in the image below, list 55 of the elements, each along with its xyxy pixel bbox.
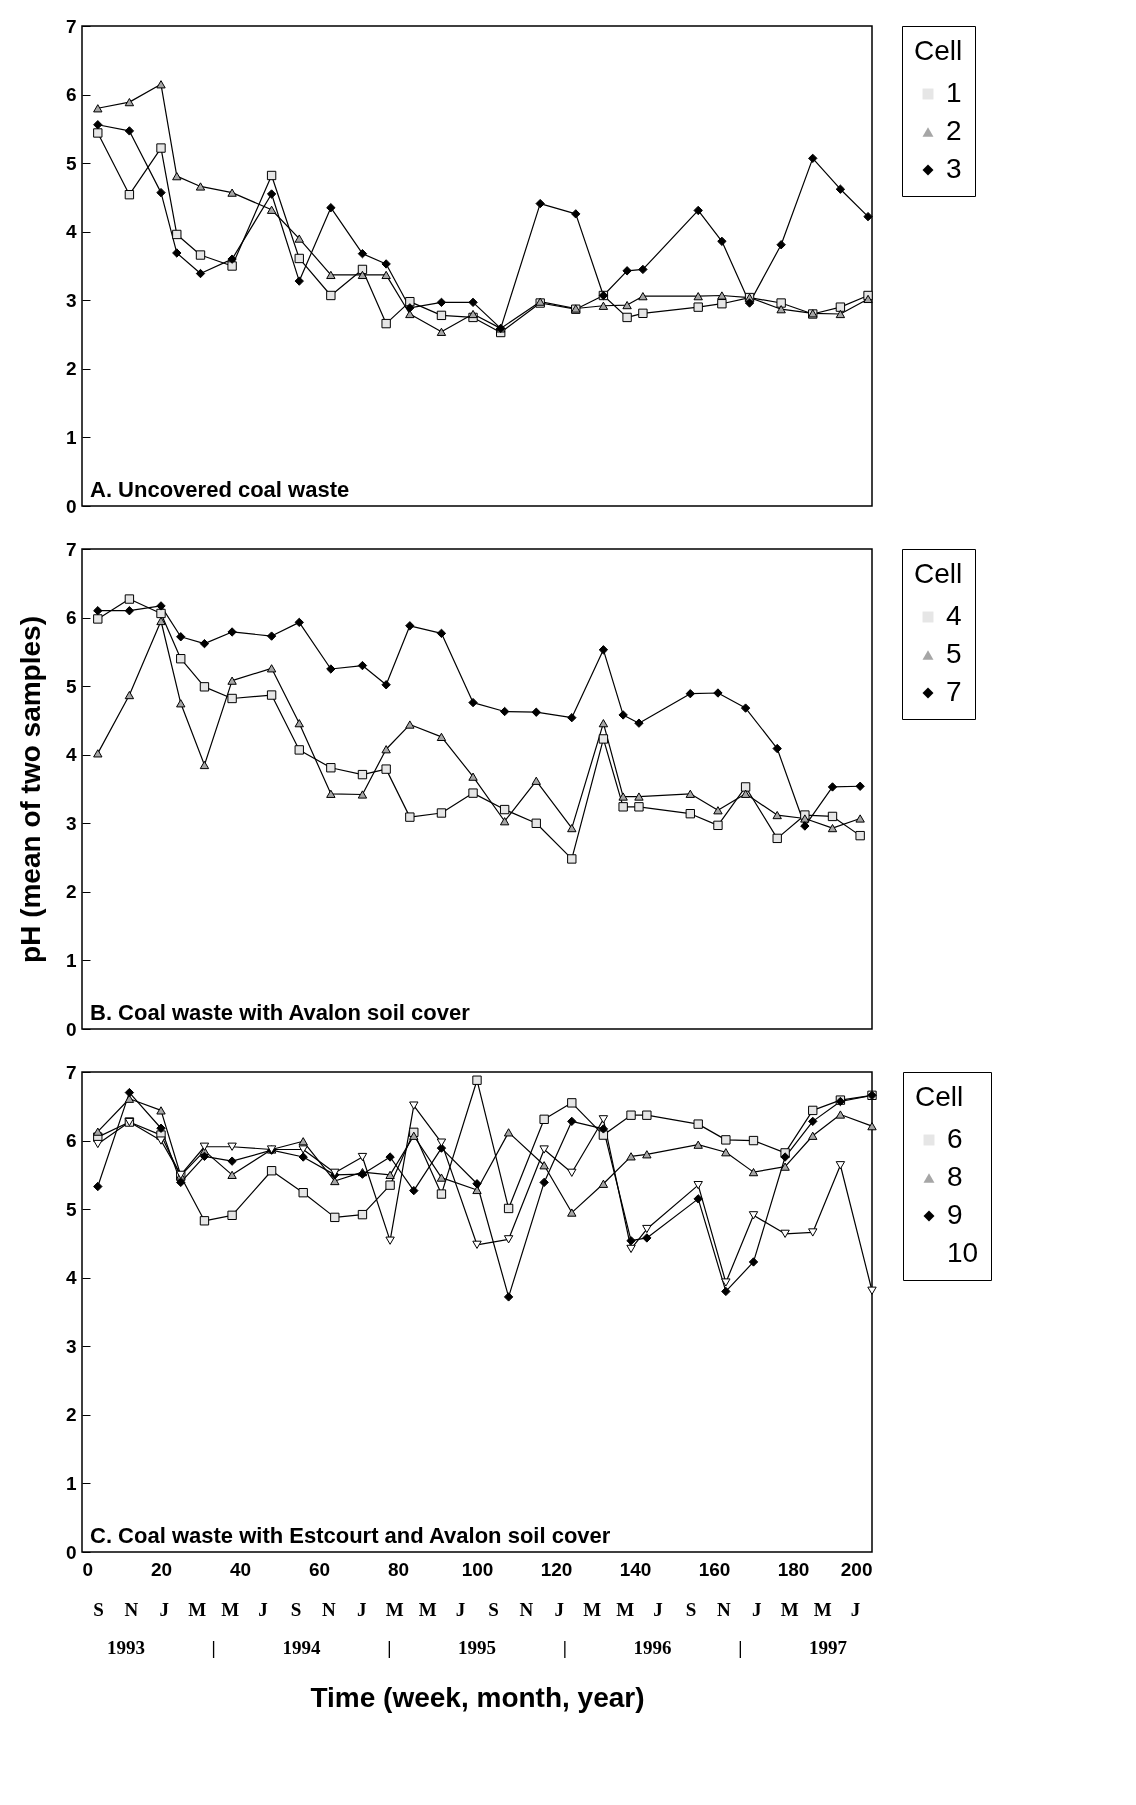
text: 10 (947, 1237, 979, 1268)
legend-label: 2 (946, 115, 962, 146)
y-tick-label: 4 (65, 221, 77, 243)
x-tick-label: 0 (82, 1558, 94, 1580)
y-tick-label: 2 (65, 881, 77, 903)
y-tick-label: 1 (65, 426, 77, 448)
y-tick-label: 3 (65, 812, 77, 834)
y-tick-label: 7 (65, 15, 77, 37)
y-tick-label: 0 (65, 1018, 77, 1040)
y-tick-label: 6 (65, 84, 77, 106)
legend-label: 6 (947, 1123, 963, 1154)
x-tick-label: 180 (777, 1558, 810, 1580)
y-axis-title: pH (mean of two samples) (14, 616, 46, 963)
legend-label: 8 (947, 1161, 963, 1192)
y-tick-label: 3 (65, 289, 77, 311)
text: B. Coal waste with Avalon soil cover (90, 1000, 471, 1025)
legend-label: 5 (946, 638, 962, 669)
x-tick-label: 100 (461, 1558, 494, 1580)
text: C. Coal waste with Estcourt and Avalon soil cover (90, 1523, 611, 1548)
x-tick-label: 160 (698, 1558, 731, 1580)
x-tick-label: 60 (308, 1558, 331, 1580)
x-tick-label: 140 (619, 1558, 652, 1580)
x-axis-title: Time (week, month, year) (310, 1681, 645, 1713)
y-tick-label: 7 (65, 1061, 77, 1083)
y-tick-label: 5 (65, 675, 77, 697)
y-tick-label: 0 (65, 495, 77, 517)
y-tick-label: 7 (65, 538, 77, 560)
y-tick-label: 2 (65, 358, 77, 380)
y-tick-label: 5 (65, 152, 77, 174)
y-tick-label: 6 (65, 607, 77, 629)
legend-label: 9 (947, 1199, 963, 1230)
legend-title: Cell (914, 558, 963, 589)
legend-label: 4 (946, 600, 962, 631)
y-tick-label: 4 (65, 744, 77, 766)
x-tick-label: 20 (150, 1558, 173, 1580)
y-tick-label: 6 (65, 1130, 77, 1152)
legend-title: Cell (914, 35, 963, 66)
legend-label: 3 (946, 153, 962, 184)
text: 1993 | 1994 | 1995 | 1996 | 1997 (106, 1637, 848, 1658)
x-tick-label: 120 (540, 1558, 573, 1580)
y-tick-label: 0 (65, 1541, 77, 1563)
legend-label: 1 (946, 77, 962, 108)
legend-label: 7 (946, 676, 962, 707)
x-tick-label: 40 (229, 1558, 252, 1580)
y-tick-label: 1 (65, 949, 77, 971)
y-tick-label: 5 (65, 1198, 77, 1220)
y-tick-label: 2 (65, 1404, 77, 1426)
legend-title: Cell (915, 1081, 964, 1112)
x-tick-label: 200 (840, 1558, 873, 1580)
text: S N J M M J S N J M M J S N J M M J S N J M M J (93, 1599, 861, 1620)
y-tick-label: 4 (65, 1267, 77, 1289)
text: A. Uncovered coal waste (90, 477, 350, 502)
y-tick-label: 1 (65, 1472, 77, 1494)
x-tick-label: 80 (387, 1558, 410, 1580)
y-tick-label: 3 (65, 1335, 77, 1357)
